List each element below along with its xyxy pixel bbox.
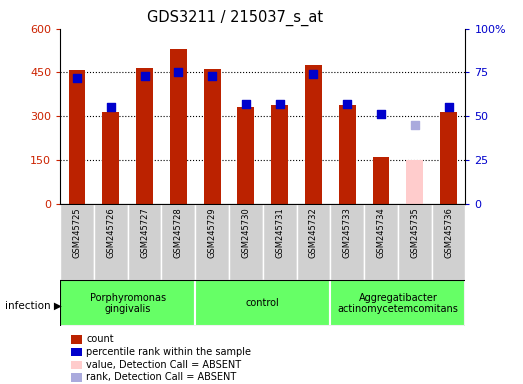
FancyBboxPatch shape <box>297 204 331 280</box>
Text: GSM245736: GSM245736 <box>444 207 453 258</box>
Text: GSM245729: GSM245729 <box>208 207 217 258</box>
Bar <box>103 112 119 204</box>
FancyBboxPatch shape <box>398 204 431 280</box>
Bar <box>195 280 331 326</box>
Point <box>73 74 81 81</box>
Bar <box>305 65 322 204</box>
Text: GSM245734: GSM245734 <box>377 207 385 258</box>
Point <box>276 101 284 107</box>
Text: infection ▶: infection ▶ <box>5 300 62 310</box>
FancyBboxPatch shape <box>162 204 195 280</box>
FancyBboxPatch shape <box>195 204 229 280</box>
Text: rank, Detection Call = ABSENT: rank, Detection Call = ABSENT <box>86 372 236 382</box>
Point <box>445 104 453 111</box>
Bar <box>203 69 221 204</box>
Text: GSM245733: GSM245733 <box>343 207 352 258</box>
Bar <box>237 108 254 204</box>
Point <box>411 122 419 128</box>
Point <box>343 101 351 107</box>
Text: value, Detection Call = ABSENT: value, Detection Call = ABSENT <box>86 360 242 370</box>
FancyBboxPatch shape <box>128 204 162 280</box>
Bar <box>136 68 153 204</box>
Text: percentile rank within the sample: percentile rank within the sample <box>86 347 251 357</box>
Bar <box>170 49 187 204</box>
FancyBboxPatch shape <box>263 204 297 280</box>
Text: GSM245732: GSM245732 <box>309 207 318 258</box>
Bar <box>372 157 390 204</box>
Bar <box>406 161 423 204</box>
Text: GSM245731: GSM245731 <box>275 207 284 258</box>
Text: Aggregatibacter
actinomycetemcomitans: Aggregatibacter actinomycetemcomitans <box>337 293 458 314</box>
Bar <box>339 104 356 204</box>
Text: count: count <box>86 334 114 344</box>
FancyBboxPatch shape <box>94 204 128 280</box>
Bar <box>69 70 85 204</box>
Point <box>174 70 183 76</box>
Point <box>309 71 317 77</box>
Text: GSM245727: GSM245727 <box>140 207 149 258</box>
FancyBboxPatch shape <box>364 204 398 280</box>
Text: GSM245726: GSM245726 <box>106 207 115 258</box>
Point <box>107 104 115 111</box>
FancyBboxPatch shape <box>431 204 465 280</box>
FancyBboxPatch shape <box>60 204 94 280</box>
Text: control: control <box>246 298 280 308</box>
Text: GSM245730: GSM245730 <box>242 207 251 258</box>
Bar <box>440 112 457 204</box>
Text: Porphyromonas
gingivalis: Porphyromonas gingivalis <box>89 293 166 314</box>
Bar <box>60 280 195 326</box>
Text: GSM245728: GSM245728 <box>174 207 183 258</box>
Bar <box>271 104 288 204</box>
Text: GSM245725: GSM245725 <box>73 207 82 258</box>
Point <box>208 73 217 79</box>
Point <box>140 73 149 79</box>
FancyBboxPatch shape <box>229 204 263 280</box>
Bar <box>331 280 465 326</box>
FancyBboxPatch shape <box>331 204 364 280</box>
Text: GDS3211 / 215037_s_at: GDS3211 / 215037_s_at <box>147 10 323 26</box>
Point <box>242 101 250 107</box>
Text: GSM245735: GSM245735 <box>411 207 419 258</box>
Point <box>377 111 385 118</box>
